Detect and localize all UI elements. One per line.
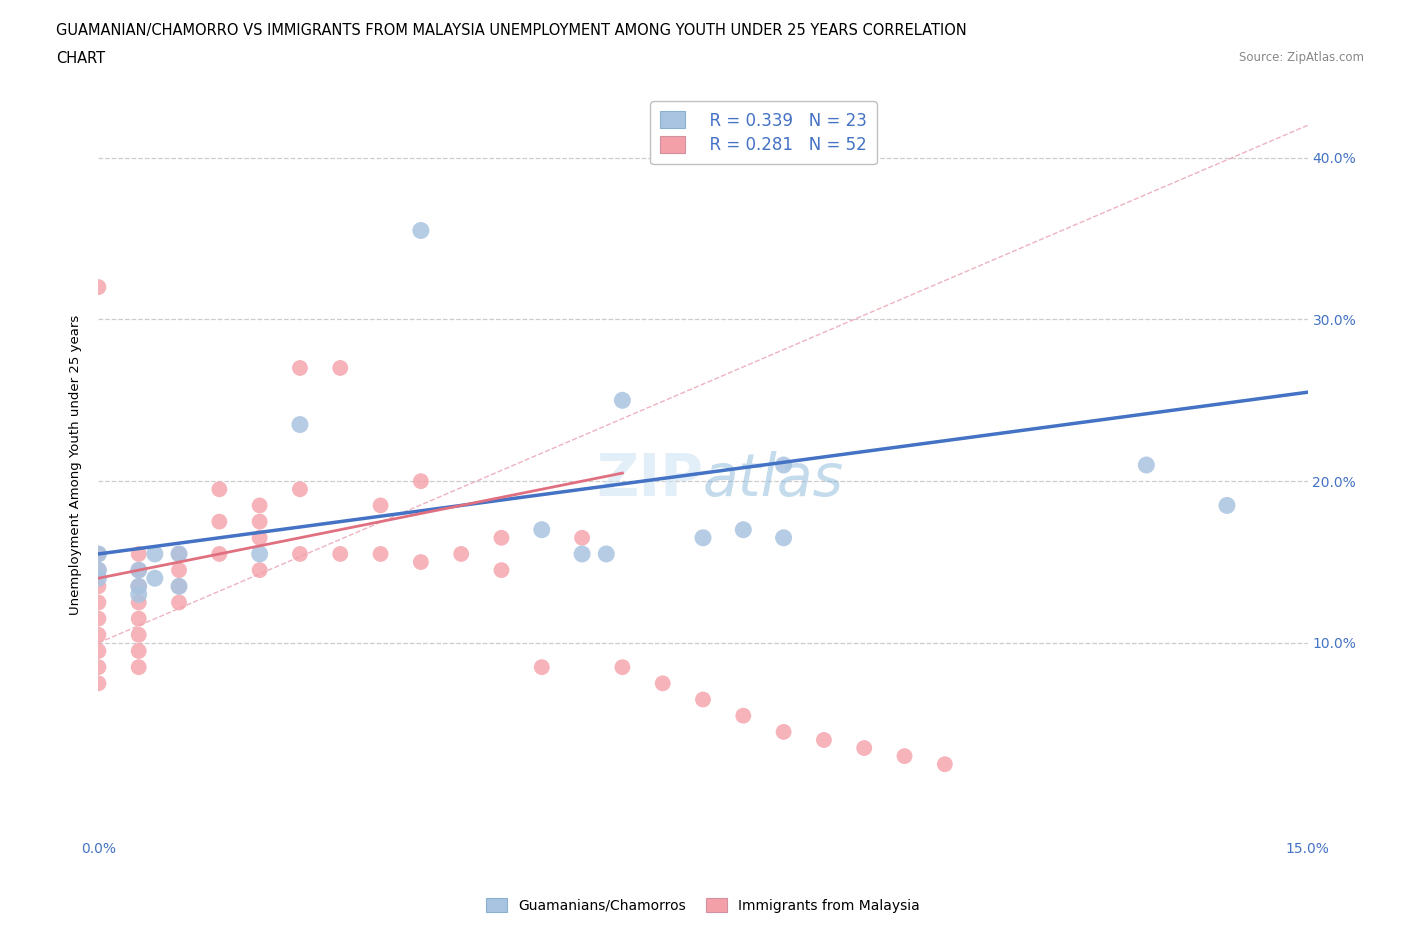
Point: [530, 659, 553, 674]
Point: [733, 709, 755, 724]
Point: [612, 659, 634, 674]
Y-axis label: Unemployment Among Youth under 25 years: Unemployment Among Youth under 25 years: [69, 315, 83, 615]
Point: [692, 692, 714, 707]
Point: [167, 578, 190, 593]
Text: GUAMANIAN/CHAMORRO VS IMMIGRANTS FROM MALAYSIA UNEMPLOYMENT AMONG YOUTH UNDER 25: GUAMANIAN/CHAMORRO VS IMMIGRANTS FROM MA…: [56, 23, 967, 38]
Point: [409, 554, 432, 569]
Point: [571, 530, 593, 545]
Point: [128, 595, 150, 610]
Point: [87, 547, 110, 562]
Point: [143, 571, 166, 586]
Point: [128, 578, 150, 593]
Point: [143, 547, 166, 562]
Text: Source: ZipAtlas.com: Source: ZipAtlas.com: [1239, 51, 1364, 64]
Point: [167, 578, 190, 593]
Point: [288, 547, 311, 562]
Point: [249, 547, 271, 562]
Point: [87, 280, 110, 295]
Point: [370, 547, 392, 562]
Point: [128, 578, 150, 593]
Point: [772, 458, 794, 472]
Point: [208, 547, 231, 562]
Point: [530, 523, 553, 538]
Point: [853, 740, 876, 755]
Point: [208, 482, 231, 497]
Text: CHART: CHART: [56, 51, 105, 66]
Point: [87, 628, 110, 643]
Point: [491, 563, 513, 578]
Point: [612, 392, 634, 407]
Point: [128, 563, 150, 578]
Point: [450, 547, 472, 562]
Point: [128, 659, 150, 674]
Point: [87, 676, 110, 691]
Point: [288, 361, 311, 376]
Point: [692, 530, 714, 545]
Point: [1135, 458, 1157, 472]
Point: [733, 523, 755, 538]
Point: [370, 498, 392, 512]
Point: [128, 563, 150, 578]
Point: [772, 530, 794, 545]
Point: [128, 628, 150, 643]
Point: [167, 547, 190, 562]
Point: [87, 644, 110, 658]
Point: [128, 644, 150, 658]
Point: [288, 482, 311, 497]
Text: atlas: atlas: [703, 451, 844, 509]
Point: [249, 514, 271, 529]
Point: [329, 547, 352, 562]
Legend:   R = 0.339   N = 23,   R = 0.281   N = 52: R = 0.339 N = 23, R = 0.281 N = 52: [651, 101, 876, 165]
Point: [651, 676, 673, 691]
Point: [167, 547, 190, 562]
Point: [571, 547, 593, 562]
Point: [329, 361, 352, 376]
Point: [167, 563, 190, 578]
Point: [249, 563, 271, 578]
Point: [249, 498, 271, 512]
Legend: Guamanians/Chamorros, Immigrants from Malaysia: Guamanians/Chamorros, Immigrants from Ma…: [481, 893, 925, 919]
Point: [409, 223, 432, 238]
Point: [491, 530, 513, 545]
Point: [87, 563, 110, 578]
Point: [208, 514, 231, 529]
Point: [87, 611, 110, 626]
Point: [934, 757, 956, 772]
Point: [128, 611, 150, 626]
Text: ZIP: ZIP: [596, 451, 703, 509]
Point: [1216, 498, 1239, 512]
Point: [409, 473, 432, 488]
Point: [813, 733, 835, 748]
Point: [128, 547, 150, 562]
Point: [87, 595, 110, 610]
Point: [288, 418, 311, 432]
Point: [249, 530, 271, 545]
Point: [87, 547, 110, 562]
Point: [87, 571, 110, 586]
Point: [167, 595, 190, 610]
Point: [87, 578, 110, 593]
Point: [595, 547, 617, 562]
Point: [893, 749, 915, 764]
Point: [87, 563, 110, 578]
Point: [87, 659, 110, 674]
Point: [128, 587, 150, 602]
Point: [772, 724, 794, 739]
